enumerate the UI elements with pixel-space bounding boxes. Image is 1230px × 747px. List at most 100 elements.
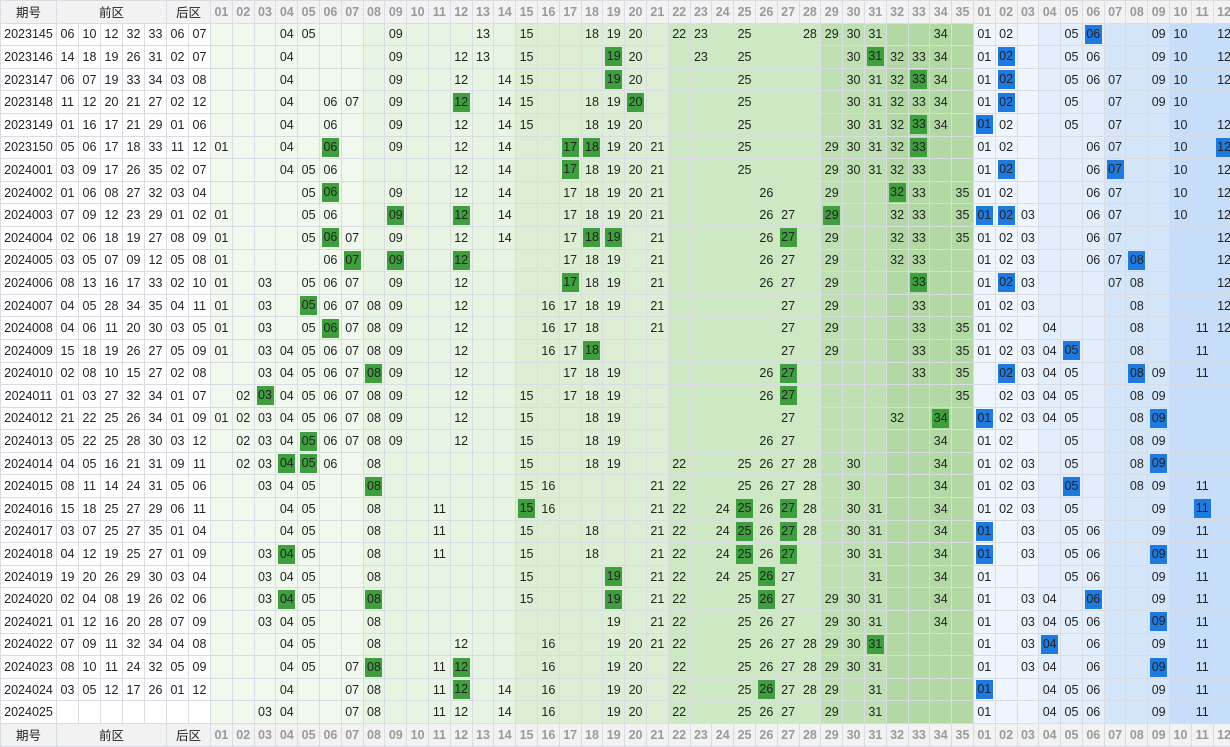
front-cell-number: 15 [516, 430, 538, 453]
front-cell-number: 19 [603, 294, 625, 317]
front-draw-number: 14 [57, 46, 79, 69]
back-cell-number: 01 [973, 249, 995, 272]
front-cell-empty [211, 362, 233, 385]
back-hit-value: 02 [998, 47, 1015, 66]
front-cell-empty [494, 294, 516, 317]
front-cell-empty [646, 91, 668, 114]
header-front-col-04: 04 [276, 1, 298, 24]
back-draw-number: 07 [167, 611, 189, 634]
front-cell-empty [559, 588, 581, 611]
front-draw-number: 01 [57, 385, 79, 408]
front-cell-empty [385, 159, 407, 182]
back-draw-number: 08 [189, 362, 211, 385]
issue-number: 2024009 [1, 339, 57, 362]
front-cell-empty [472, 498, 494, 521]
back-cell-empty [1170, 317, 1192, 340]
front-cell-number: 27 [777, 430, 799, 453]
front-draw-number: 26 [123, 407, 145, 430]
back-cell-number: 01 [973, 226, 995, 249]
back-cell-empty [1170, 430, 1192, 453]
back-cell-number: 11 [1191, 339, 1213, 362]
front-cell-empty [407, 565, 429, 588]
front-cell-number: 32 [886, 407, 908, 430]
back-hit-marker: 01 [973, 678, 995, 701]
front-cell-empty [581, 678, 603, 701]
front-draw-number: 25 [123, 543, 145, 566]
front-cell-number: 12 [450, 385, 472, 408]
front-draw-number: 26 [145, 588, 167, 611]
front-cell-empty [407, 226, 429, 249]
front-cell-number: 21 [646, 136, 668, 159]
footer-front-col-12: 12 [450, 724, 472, 747]
front-cell-number: 16 [537, 633, 559, 656]
back-cell-empty [1039, 498, 1061, 521]
back-cell-empty [1191, 430, 1213, 453]
back-cell-number: 08 [1126, 475, 1148, 498]
front-cell-empty [407, 23, 429, 46]
front-cell-empty [407, 362, 429, 385]
front-cell-number: 31 [864, 159, 886, 182]
front-cell-empty [232, 656, 254, 679]
front-hit-value: 08 [365, 477, 382, 496]
front-cell-empty [472, 136, 494, 159]
front-cell-empty [712, 385, 734, 408]
back-cell-number: 04 [1039, 339, 1061, 362]
back-draw-number: 04 [189, 520, 211, 543]
front-draw-number: 33 [145, 23, 167, 46]
back-hit-value: 01 [976, 680, 993, 699]
back-cell-empty [1104, 294, 1126, 317]
front-cell-empty [472, 543, 494, 566]
header-front-col-24: 24 [712, 1, 734, 24]
front-cell-empty [843, 678, 865, 701]
back-cell-empty [1126, 68, 1148, 91]
front-cell-empty [712, 181, 734, 204]
back-cell-empty [1170, 385, 1192, 408]
front-cell-number: 25 [734, 91, 756, 114]
header-front-col-14: 14 [494, 1, 516, 24]
front-cell-empty [843, 204, 865, 227]
front-draw-number: 05 [79, 452, 101, 475]
front-cell-empty [864, 317, 886, 340]
front-cell-number: 02 [232, 430, 254, 453]
back-cell-empty [995, 543, 1017, 566]
front-cell-empty [646, 452, 668, 475]
front-draw-number: 05 [57, 430, 79, 453]
front-cell-empty [428, 475, 450, 498]
back-cell-empty [1082, 91, 1104, 114]
front-cell-empty [799, 226, 821, 249]
front-draw-number: 07 [101, 249, 123, 272]
front-cell-empty [516, 701, 538, 724]
back-cell-number: 08 [1126, 272, 1148, 295]
front-cell-empty [952, 475, 974, 498]
footer-front-col-06: 06 [320, 724, 342, 747]
front-draw-number: 21 [123, 113, 145, 136]
front-cell-number: 31 [864, 136, 886, 159]
front-cell-empty [821, 91, 843, 114]
back-cell-number: 09 [1148, 91, 1170, 114]
front-draw-number: 25 [101, 430, 123, 453]
front-cell-number: 04 [276, 475, 298, 498]
footer-front-col-19: 19 [603, 724, 625, 747]
front-cell-number: 05 [298, 272, 320, 295]
issue-number: 2024018 [1, 543, 57, 566]
back-cell-empty [1082, 452, 1104, 475]
front-hit-marker: 17 [559, 272, 581, 295]
front-cell-empty [712, 272, 734, 295]
front-cell-number: 21 [646, 475, 668, 498]
front-hit-value: 15 [518, 499, 535, 518]
front-cell-empty [232, 91, 254, 114]
front-cell-number: 05 [298, 520, 320, 543]
front-cell-empty [930, 159, 952, 182]
front-cell-empty [232, 678, 254, 701]
front-cell-number: 20 [625, 46, 647, 69]
front-cell-number: 05 [298, 565, 320, 588]
front-draw-number: 06 [57, 23, 79, 46]
front-cell-number: 30 [843, 656, 865, 679]
front-cell-empty [428, 226, 450, 249]
front-cell-empty [908, 475, 930, 498]
front-cell-empty [450, 611, 472, 634]
back-cell-empty [1191, 226, 1213, 249]
back-cell-number: 12 [1213, 249, 1230, 272]
